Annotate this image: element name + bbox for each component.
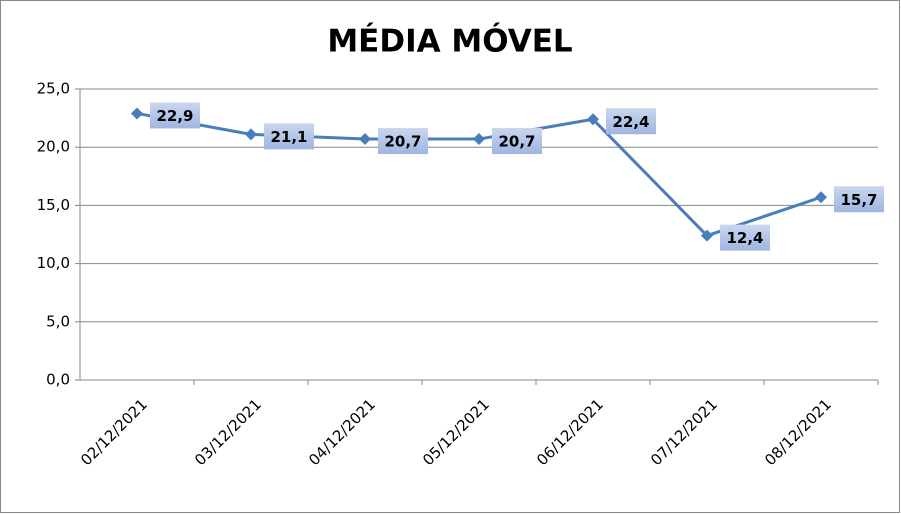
chart-title: MÉDIA MÓVEL: [327, 23, 572, 60]
marker: [587, 113, 599, 126]
data-label-box: [378, 128, 428, 155]
data-label: 21,1: [270, 128, 307, 146]
marker: [473, 133, 485, 146]
data-label-box: [264, 123, 314, 150]
data-label-box: [606, 108, 656, 135]
marker: [815, 191, 827, 204]
y-tick-label: 5,0: [46, 312, 70, 330]
data-label-box: [150, 102, 200, 129]
y-tick-label: 20,0: [37, 138, 70, 156]
y-tick-label: 15,0: [37, 196, 70, 214]
marker: [359, 133, 371, 146]
data-label: 12,4: [726, 229, 763, 247]
data-label-box: [834, 186, 884, 213]
marker: [131, 107, 143, 120]
data-label: 20,7: [498, 133, 535, 151]
data-label: 15,7: [840, 191, 877, 209]
y-tick-label: 10,0: [37, 254, 70, 272]
data-label-box: [720, 224, 770, 251]
marker: [245, 128, 257, 141]
data-label: 22,4: [612, 113, 649, 131]
y-tick-label: 25,0: [37, 80, 70, 98]
y-tick-label: 0,0: [46, 371, 70, 389]
data-label: 22,9: [156, 107, 193, 125]
data-label-box: [492, 128, 542, 155]
data-label: 20,7: [384, 133, 421, 151]
marker: [701, 229, 713, 242]
